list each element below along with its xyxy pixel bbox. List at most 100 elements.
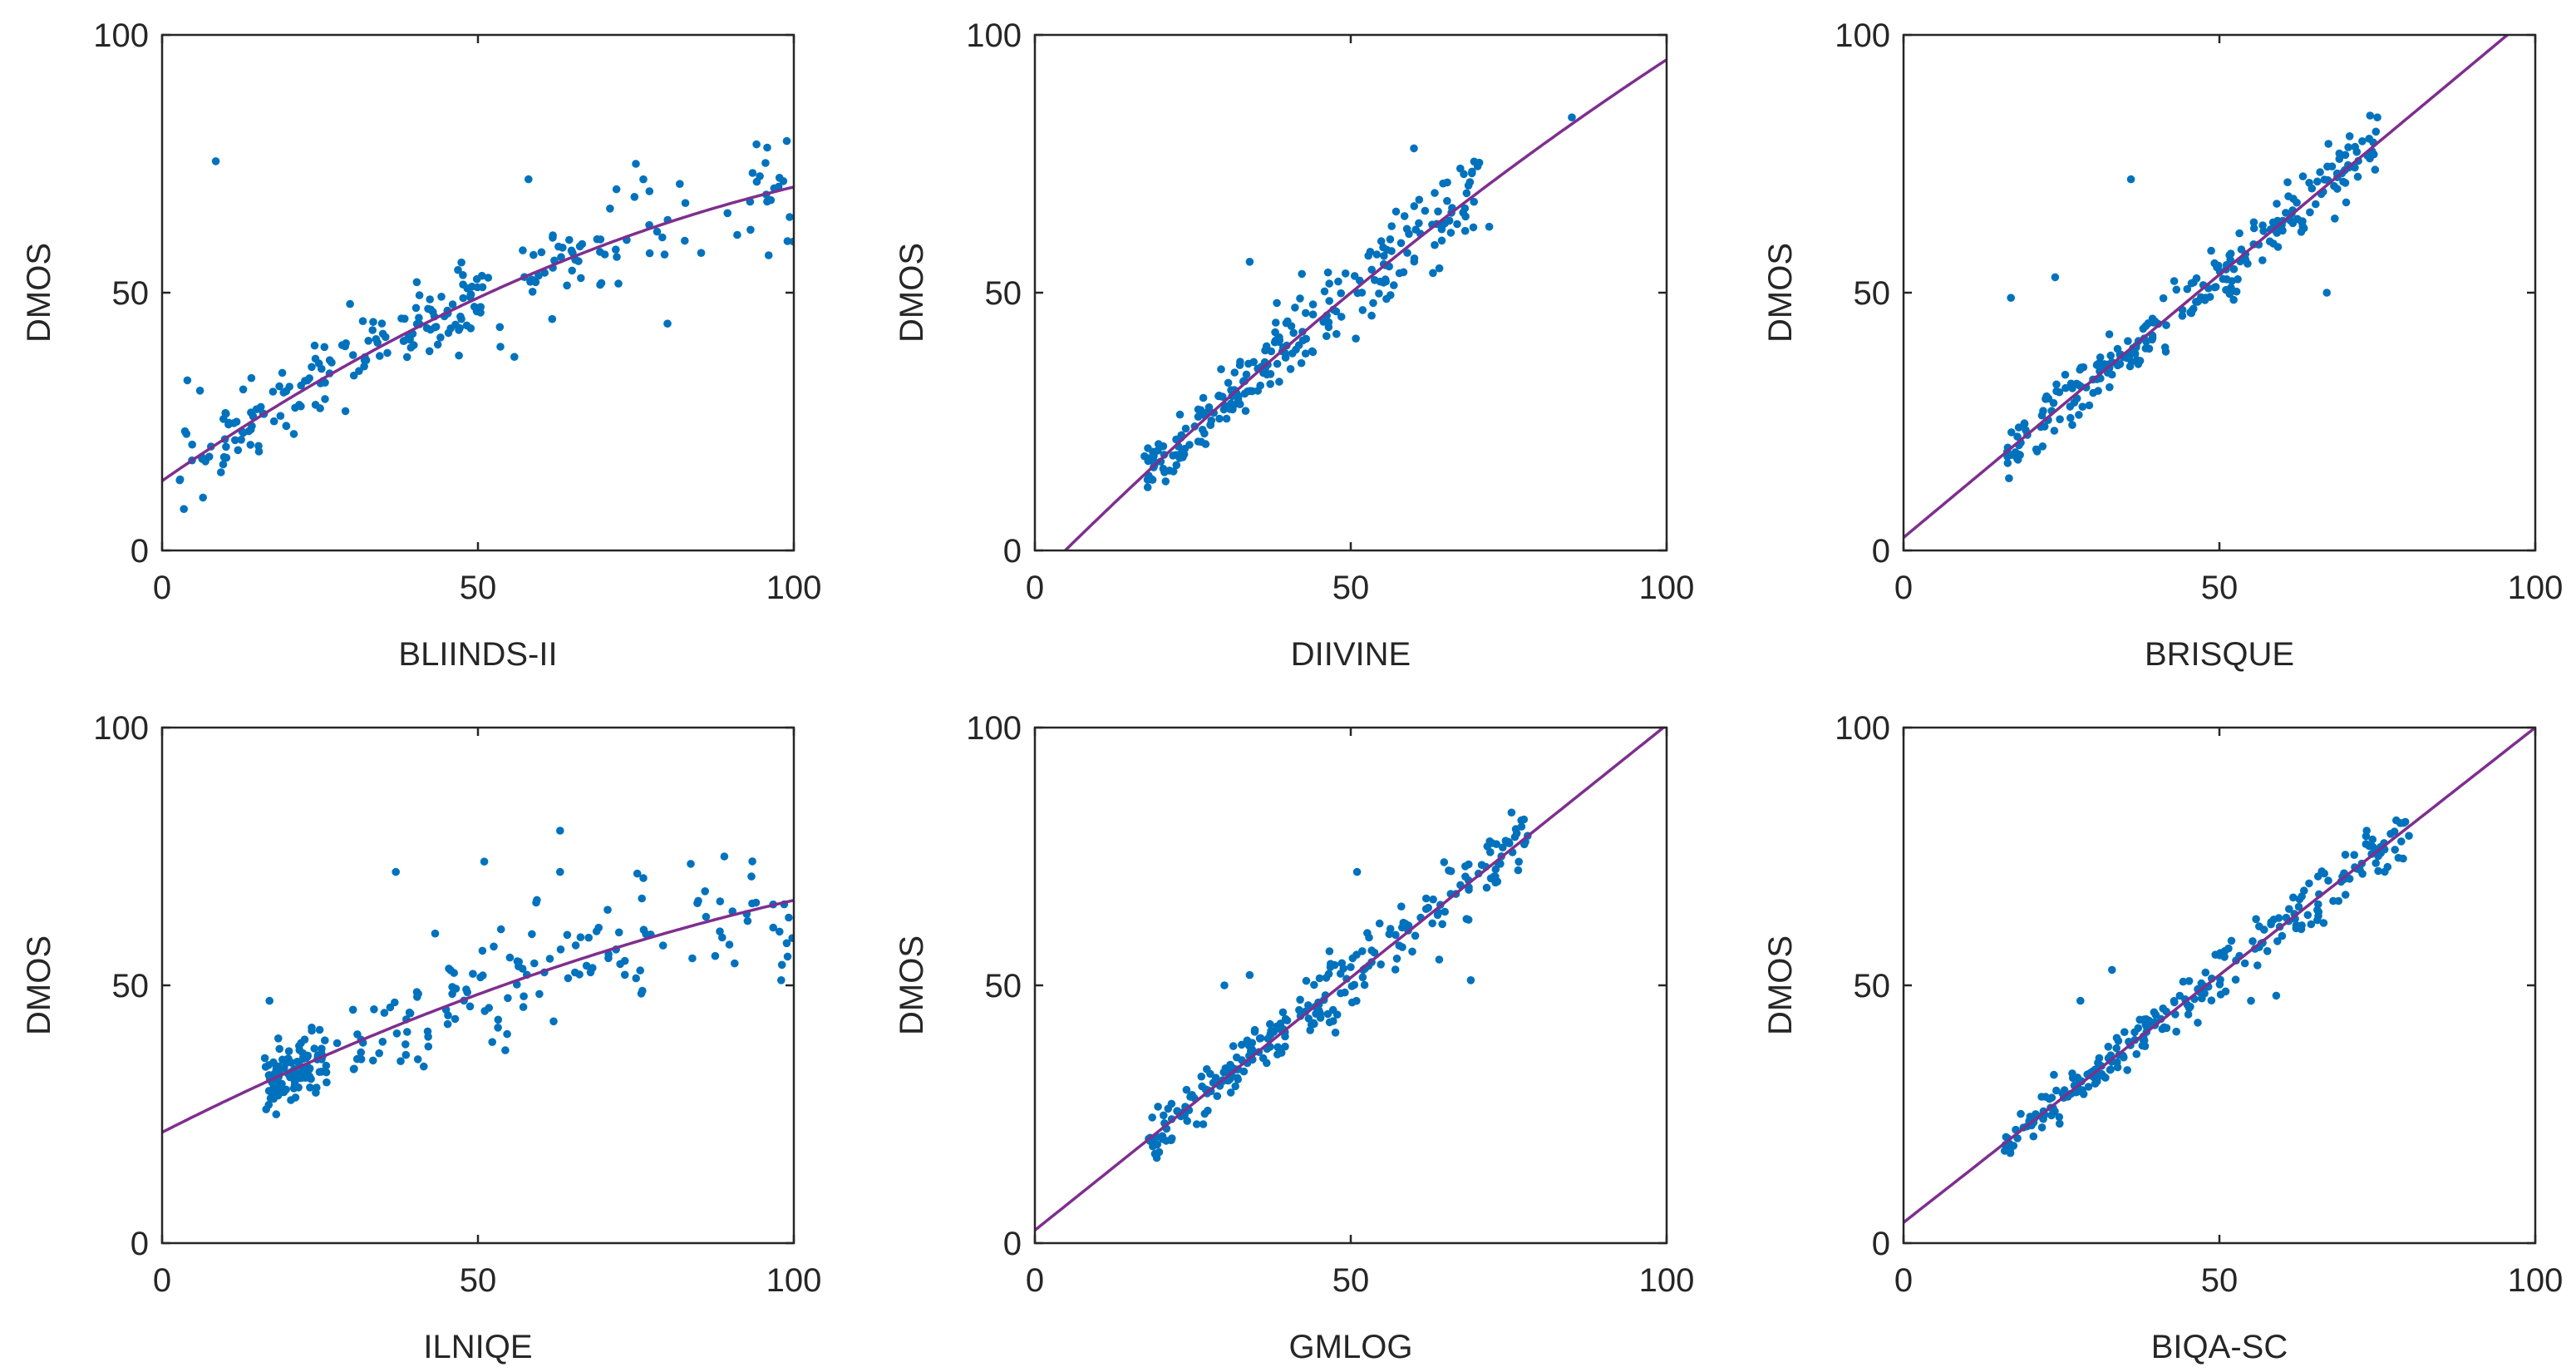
data-point	[415, 313, 423, 323]
data-point	[1470, 157, 1479, 166]
data-point	[455, 326, 463, 334]
data-point	[444, 1011, 452, 1019]
x-axis-label: DIIVINE	[1291, 636, 1411, 673]
x-axis-label: BRISQUE	[2145, 636, 2294, 673]
data-point	[282, 387, 291, 396]
scatter-panel-6: 0 50 100 0 50 100 BIQA-SC DMOS	[1762, 710, 2563, 1365]
data-point	[2050, 1070, 2058, 1079]
data-point	[300, 1035, 309, 1044]
scatter-points	[1140, 113, 1576, 491]
data-point	[305, 1064, 314, 1073]
plot-frame	[160, 33, 795, 552]
data-point	[576, 933, 585, 941]
data-point	[431, 929, 440, 938]
data-point	[2305, 879, 2313, 888]
data-point	[401, 1040, 410, 1049]
data-point	[358, 317, 367, 326]
data-point	[219, 452, 229, 461]
data-point	[360, 356, 369, 365]
data-point	[2234, 275, 2242, 284]
data-point	[346, 299, 354, 308]
data-point	[2101, 1073, 2110, 1082]
data-point	[2255, 922, 2263, 930]
data-point	[2371, 165, 2380, 174]
data-point	[1429, 895, 1437, 904]
data-point	[284, 1047, 293, 1055]
data-point	[2068, 421, 2076, 429]
data-point	[1517, 822, 1526, 831]
fit-curve	[1904, 35, 2510, 539]
data-point	[291, 1093, 300, 1102]
data-point	[1262, 342, 1271, 351]
data-point	[1273, 1043, 1282, 1052]
data-point	[2353, 172, 2362, 181]
data-point	[420, 1062, 428, 1071]
data-point	[1154, 440, 1163, 448]
data-point	[594, 923, 603, 932]
data-point	[1445, 866, 1453, 875]
data-point	[2263, 947, 2272, 955]
data-point	[275, 1044, 284, 1054]
data-point	[1240, 389, 1249, 398]
data-point	[589, 964, 597, 972]
data-point	[454, 265, 462, 274]
data-point	[2372, 127, 2381, 136]
data-point	[2244, 259, 2252, 268]
data-point	[604, 954, 613, 963]
data-point	[1366, 248, 1375, 256]
y-tick-label: 0	[131, 1226, 149, 1262]
data-point	[1358, 306, 1367, 314]
data-point	[279, 1088, 288, 1097]
data-point	[476, 973, 485, 982]
data-point	[278, 1079, 286, 1088]
data-point	[1380, 252, 1388, 260]
data-point	[1429, 269, 1437, 278]
data-point	[406, 1009, 415, 1018]
data-point	[1386, 235, 1395, 244]
data-point	[2172, 1027, 2180, 1036]
data-point	[1464, 915, 1473, 924]
data-point	[316, 404, 324, 412]
data-point	[519, 246, 527, 254]
data-point	[1336, 970, 1345, 978]
data-point	[494, 1024, 502, 1032]
data-point	[1470, 197, 1478, 206]
data-point	[2060, 1086, 2069, 1094]
data-point	[2108, 965, 2116, 975]
data-point	[445, 965, 453, 973]
data-point	[748, 169, 757, 177]
data-point	[2075, 411, 2083, 419]
data-point	[1250, 1025, 1259, 1034]
y-tick-label: 50	[985, 968, 1022, 1004]
data-point	[2094, 1059, 2102, 1067]
scatter-points	[2003, 111, 2381, 482]
y-tick-label: 50	[1854, 968, 1891, 1004]
data-point	[1360, 980, 1369, 990]
data-point	[1175, 410, 1185, 419]
data-point	[1161, 477, 1170, 486]
data-point	[504, 994, 512, 1003]
data-point	[1331, 1029, 1340, 1037]
data-point	[597, 279, 606, 288]
data-point	[1308, 300, 1318, 308]
data-point	[1308, 310, 1318, 319]
x-tick-label: 0	[153, 1262, 171, 1299]
data-point	[2056, 1119, 2064, 1128]
data-point	[2106, 1065, 2115, 1073]
data-point	[1337, 289, 1345, 298]
data-point	[613, 253, 621, 261]
data-point	[180, 505, 188, 513]
data-point	[341, 407, 350, 416]
data-point	[2295, 895, 2304, 904]
data-point	[2196, 295, 2204, 304]
data-point	[2372, 859, 2380, 867]
data-point	[413, 1055, 422, 1064]
x-tick-label: 0	[1026, 1262, 1044, 1299]
data-point	[2335, 155, 2344, 163]
data-point	[350, 1064, 358, 1073]
data-point	[2158, 1024, 2167, 1034]
y-tick-label: 100	[966, 710, 1022, 747]
x-tick-label: 50	[2201, 1262, 2239, 1299]
data-point	[1365, 933, 1373, 942]
data-point	[1375, 919, 1384, 928]
